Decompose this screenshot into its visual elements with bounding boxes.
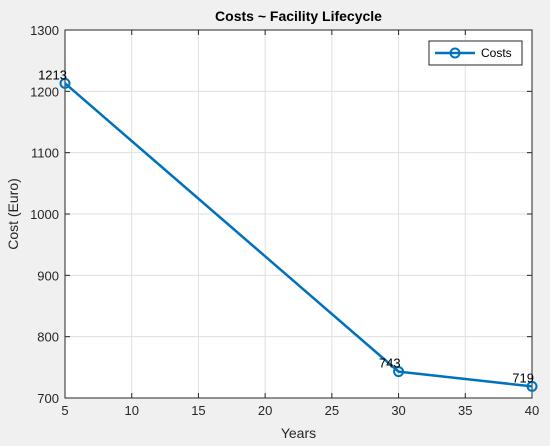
data-label: 1213 [38, 67, 67, 82]
x-tick-label: 15 [191, 403, 205, 418]
y-tick-label: 1300 [30, 23, 59, 38]
x-tick-label: 10 [124, 403, 138, 418]
x-tick-label: 25 [325, 403, 339, 418]
data-labels: 1213 743 719 [38, 67, 534, 385]
y-tick-label: 700 [37, 391, 59, 406]
x-axis-label: Years [281, 425, 316, 441]
x-tick-label: 30 [391, 403, 405, 418]
y-tick-label: 1200 [30, 84, 59, 99]
series-line-costs [64, 82, 533, 388]
legend-entry-costs: Costs [481, 46, 512, 60]
data-point-marker [59, 77, 71, 89]
y-tick-label: 1100 [31, 146, 59, 161]
series-layer [59, 77, 538, 392]
y-axis-label: Cost (Euro) [5, 178, 21, 250]
chart-title: Costs ~ Facility Lifecycle [215, 8, 382, 24]
legend: Costs [428, 40, 523, 66]
y-tick-label: 900 [37, 268, 59, 283]
data-label: 719 [512, 370, 534, 385]
y-tick-label: 1000 [30, 207, 59, 222]
legend-marker-icon [449, 47, 461, 59]
data-point-marker [526, 380, 538, 392]
x-tick-label: 5 [61, 403, 68, 418]
x-tick-label: 40 [525, 403, 539, 418]
x-tick-label: 35 [458, 403, 472, 418]
data-point-marker [393, 366, 405, 378]
y-tick-label: 800 [37, 330, 59, 345]
axis-ticks: 5 10 15 20 25 30 35 40 700 800 900 1000 1100 1200 1300 [30, 23, 539, 418]
x-tick-label: 20 [258, 403, 272, 418]
data-label: 743 [379, 356, 401, 371]
